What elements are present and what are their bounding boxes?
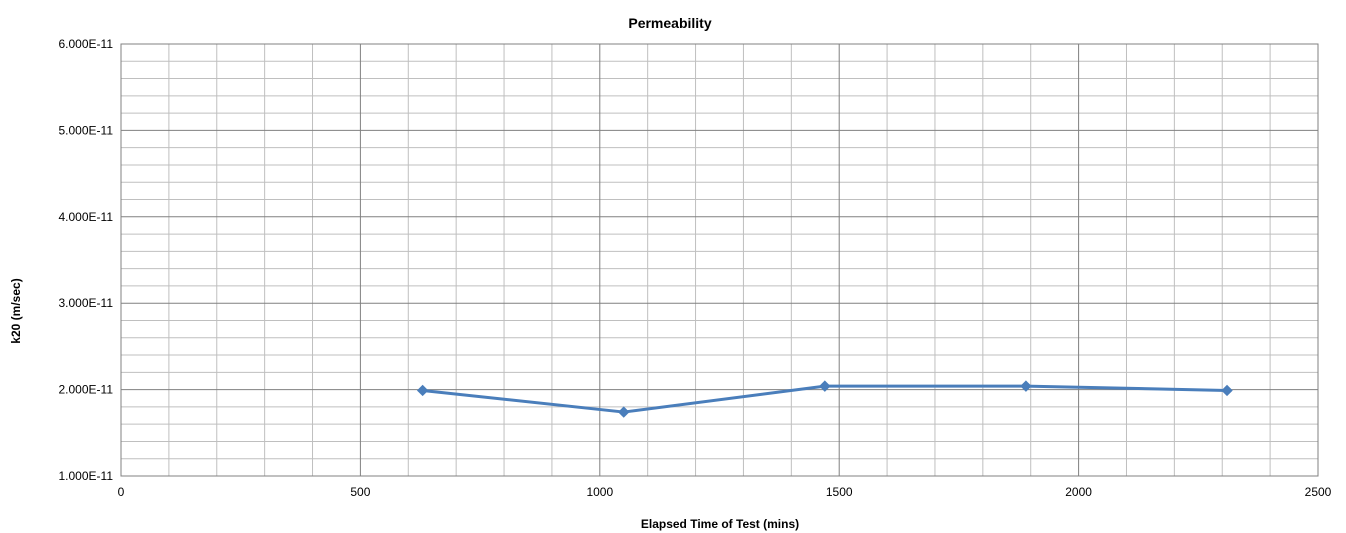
data-point-marker [819,380,831,392]
x-tick-label: 500 [350,485,370,499]
chart-title: Permeability [628,15,711,31]
axis-layer [120,43,1319,477]
x-tick-label: 0 [118,485,125,499]
x-axis-label: Elapsed Time of Test (mins) [641,517,799,531]
y-tick-label: 6.000E-11 [59,37,114,51]
x-tick-label: 2000 [1065,485,1092,499]
x-tick-label: 1000 [586,485,613,499]
y-tick-label: 4.000E-11 [59,210,114,224]
y-tick-label: 3.000E-11 [59,296,114,310]
plot-border [120,43,1319,477]
x-tick-label: 1500 [826,485,853,499]
data-point-marker [1221,384,1233,397]
data-point-marker [416,384,429,397]
data-point-marker [618,406,630,418]
y-tick-label: 2.000E-11 [59,383,114,397]
tick-labels: 0 500 1000 1500 2000 2500 1.000E-11 2.000E-11 3.… [59,37,1332,499]
y-tick-label: 1.000E-11 [59,469,114,483]
series-layer [416,380,1233,418]
x-tick-label: 2500 [1305,485,1332,499]
data-point-marker [1020,380,1032,392]
y-axis-label: k20 (m/sec) [9,278,23,343]
grid-layer [121,44,1318,476]
y-tick-label: 5.000E-11 [59,123,114,137]
